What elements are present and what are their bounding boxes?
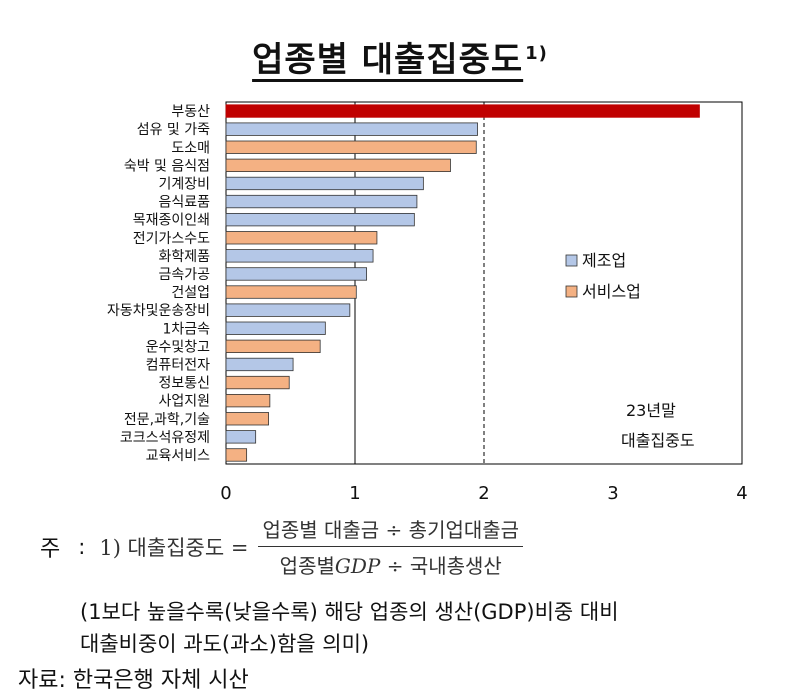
category-label-1: 부동산 bbox=[171, 104, 210, 120]
denominator-gdp: GDP bbox=[334, 554, 381, 578]
bar-20 bbox=[225, 448, 248, 462]
chart-title: 업종별 대출집중도 1) bbox=[0, 32, 800, 81]
bar-7 bbox=[225, 212, 415, 227]
note-explain-line1: (1보다 높을수록(낮을수록) 해당 업종의 생산(GDP)비중 대비 bbox=[80, 600, 619, 624]
category-label-12: 자동차및운송장비 bbox=[107, 303, 210, 319]
category-label-13: 1차금속 bbox=[162, 321, 210, 337]
bar-8 bbox=[225, 231, 378, 245]
bar-13 bbox=[225, 321, 326, 335]
legend-label-service: 서비스업 bbox=[582, 282, 641, 301]
annotation-line1: 23년말 bbox=[626, 401, 676, 420]
note-explain-line2: 대출비중이 과도(과소)함을 의미) bbox=[80, 632, 370, 656]
category-label-6: 음식료품 bbox=[158, 195, 210, 211]
x-tick-label-4: 4 bbox=[736, 483, 747, 504]
category-label-11: 건설업 bbox=[171, 285, 210, 301]
formula-note: 주 : 1) 대출집중도 = 업종별 대출금 ÷ 총기업대출금 업종별GDP ÷… bbox=[40, 514, 524, 579]
bar-11 bbox=[225, 285, 357, 299]
legend-swatch-manufacturing bbox=[565, 254, 578, 267]
bar-4 bbox=[225, 158, 451, 173]
x-tick-label-0: 0 bbox=[220, 483, 231, 504]
source-note: 자료: 한국은행 자체 시산 bbox=[18, 668, 249, 693]
bar-17 bbox=[225, 393, 271, 408]
chart-title-text: 업종별 대출집중도 bbox=[252, 40, 524, 80]
bar-16 bbox=[225, 375, 290, 390]
category-label-7: 목재종이인쇄 bbox=[133, 213, 210, 229]
bar-19 bbox=[225, 430, 257, 444]
bar-6 bbox=[225, 194, 418, 209]
legend-label-manufacturing: 제조업 bbox=[582, 251, 626, 270]
note-label: 주 bbox=[40, 536, 61, 562]
bar-14 bbox=[225, 339, 321, 354]
category-label-9: 화학제품 bbox=[158, 249, 210, 265]
bar-18 bbox=[225, 412, 269, 426]
category-label-3: 도소매 bbox=[171, 140, 210, 156]
annotation-line2: 대출집중도 bbox=[621, 431, 695, 450]
category-label-15: 컴퓨터전자 bbox=[146, 357, 211, 373]
bar-9 bbox=[225, 249, 374, 263]
bar-1 bbox=[225, 104, 700, 118]
formula-denominator: 업종별GDP ÷ 국내총생산 bbox=[280, 547, 502, 579]
category-label-10: 금속가공 bbox=[158, 267, 210, 283]
bar-2 bbox=[225, 122, 478, 136]
denominator-pre: 업종별 bbox=[279, 554, 335, 578]
note-colon: : bbox=[78, 534, 86, 559]
category-label-5: 기계장비 bbox=[158, 176, 210, 192]
title-footnote-marker: 1) bbox=[525, 42, 548, 64]
formula-numerator: 업종별 대출금 ÷ 총기업대출금 bbox=[258, 514, 524, 547]
category-label-4: 숙박 및 음식점 bbox=[124, 158, 210, 174]
bar-12 bbox=[225, 303, 351, 317]
x-tick-label-1: 1 bbox=[349, 483, 360, 504]
category-label-8: 전기가스수도 bbox=[133, 231, 210, 247]
category-label-19: 코크스석유정제 bbox=[120, 430, 210, 446]
x-tick-label-3: 3 bbox=[607, 483, 618, 504]
x-tick-label-2: 2 bbox=[478, 483, 489, 504]
bar-15 bbox=[225, 357, 294, 372]
bar-5 bbox=[225, 176, 424, 191]
bar-10 bbox=[225, 267, 368, 281]
category-label-2: 섬유 및 가죽 bbox=[137, 122, 210, 138]
legend-swatch-service bbox=[565, 285, 578, 298]
formula-prefix: 1) 대출집중도 = bbox=[99, 535, 249, 560]
denominator-post: ÷ 국내총생산 bbox=[386, 554, 502, 578]
formula-fraction: 업종별 대출금 ÷ 총기업대출금 업종별GDP ÷ 국내총생산 bbox=[258, 514, 524, 579]
category-label-14: 운수및창고 bbox=[146, 339, 211, 355]
category-label-20: 교육서비스 bbox=[146, 448, 211, 464]
category-label-18: 전문,과학,기술 bbox=[124, 412, 210, 428]
category-label-17: 사업지원 bbox=[158, 394, 210, 410]
category-label-16: 정보통신 bbox=[158, 376, 210, 392]
bar-3 bbox=[225, 140, 477, 154]
